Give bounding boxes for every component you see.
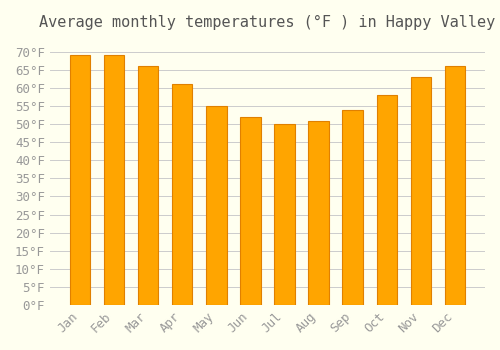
Bar (240, 117, 260, 305)
Bar (376, 95, 397, 305)
Bar (138, 66, 158, 305)
Bar (445, 66, 465, 305)
Bar (308, 120, 329, 305)
Bar (206, 106, 227, 305)
Bar (342, 110, 363, 305)
Bar (274, 124, 294, 305)
Bar (104, 55, 124, 305)
Bar (410, 77, 431, 305)
Title: Average monthly temperatures (°F ) in Happy Valley: Average monthly temperatures (°F ) in Ha… (40, 15, 496, 30)
Bar (70, 55, 90, 305)
Bar (172, 84, 193, 305)
